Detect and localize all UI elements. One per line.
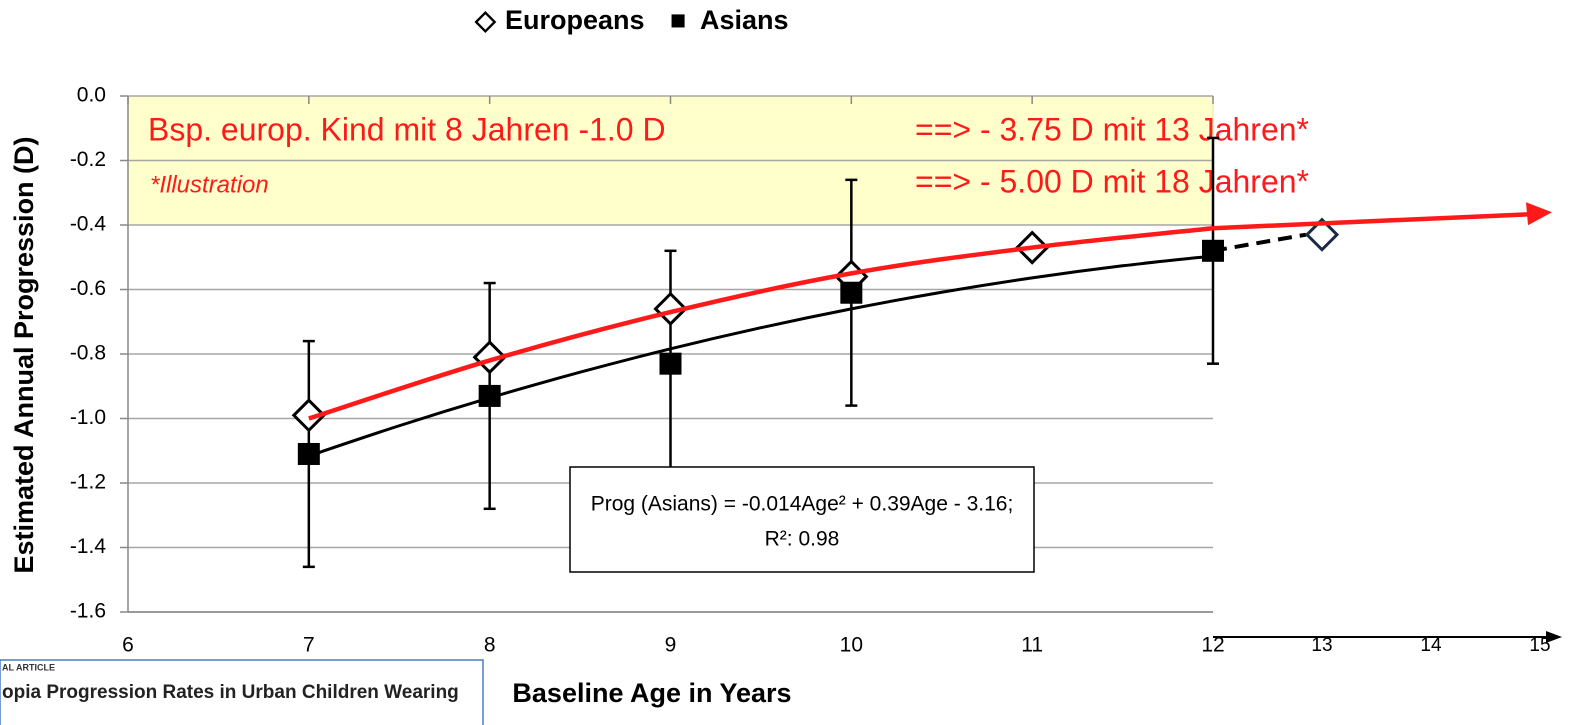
x-tick-label: 8 — [484, 634, 496, 657]
y-tick-label: -0.2 — [70, 148, 106, 171]
x2-tick-label: 15 — [1529, 635, 1550, 656]
annotation: Bsp. europ. Kind mit 8 Jahren -1.0 D — [148, 111, 666, 147]
x-axis-label: Baseline Age in Years — [512, 678, 791, 708]
x-tick-label: 6 — [122, 634, 134, 657]
legend-square: ■ — [670, 5, 686, 35]
x-tick-label: 7 — [303, 634, 315, 657]
x2-tick-label: 13 — [1311, 635, 1332, 656]
x-tick-label: 11 — [1021, 634, 1043, 657]
extrapolation-line — [1212, 232, 1307, 253]
article-kind: AL ARTICLE — [2, 662, 55, 672]
diamond-marker — [291, 398, 326, 433]
equation-box — [569, 466, 1035, 573]
illustration-extension — [1212, 211, 1531, 231]
legend-label: Asians — [700, 5, 789, 35]
y-tick-label: -1.0 — [70, 406, 106, 429]
x2-tick-label: 14 — [1420, 635, 1442, 656]
x-tick-label: 10 — [840, 634, 863, 657]
square-marker — [297, 442, 320, 465]
illustration-line — [308, 225, 1214, 421]
annotation: ==> - 5.00 D mit 18 Jahren* — [915, 163, 1309, 199]
square-marker — [1202, 239, 1224, 262]
y-tick-label: 0.0 — [77, 84, 106, 107]
y-axis-label: Estimated Annual Progression (D) — [9, 136, 39, 573]
diamond-marker — [1304, 217, 1340, 252]
fit-curve — [308, 254, 1214, 458]
y-tick-label: -0.6 — [70, 277, 106, 300]
legend-label: Europeans — [505, 5, 645, 35]
annotation: ==> - 3.75 D mit 13 Jahren* — [915, 111, 1309, 147]
y-tick-label: -1.6 — [70, 600, 106, 623]
illustration-arrowhead — [1526, 202, 1552, 226]
y-tick-label: -0.4 — [70, 213, 107, 236]
article-box — [0, 659, 484, 725]
square-marker — [840, 281, 863, 304]
diamond-marker — [653, 291, 688, 326]
square-marker — [659, 352, 682, 375]
article-title: opia Progression Rates in Urban Children… — [2, 682, 459, 703]
y-tick-label: -1.2 — [70, 471, 106, 494]
equation: Prog (Asians) = -0.014Age² + 0.39Age - 3… — [591, 493, 1014, 516]
y-tick-label: -1.4 — [70, 535, 107, 558]
y-tick-label: -0.8 — [70, 342, 106, 365]
x2-arrowhead — [1546, 631, 1562, 643]
legend-diamond: ◇ — [474, 5, 497, 35]
x-tick-label: 12 — [1201, 634, 1224, 657]
annotation: *Illustration — [150, 171, 269, 198]
x-tick-label: 9 — [665, 634, 677, 657]
square-marker — [478, 384, 501, 407]
r-squared: R²: 0.98 — [765, 528, 840, 551]
